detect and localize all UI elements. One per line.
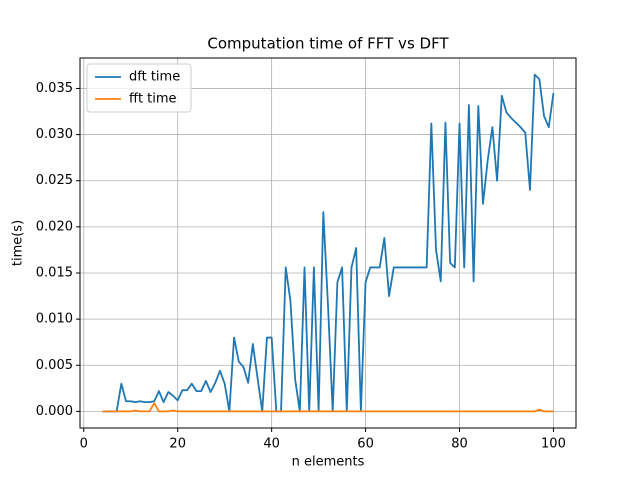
y-tick-label: 0.005 — [36, 358, 73, 373]
y-tick-label: 0.015 — [36, 265, 73, 280]
legend-box — [86, 63, 192, 113]
plot-frame — [79, 57, 577, 429]
y-tick-label: 0.010 — [36, 312, 73, 327]
y-tick-label: 0.020 — [36, 219, 73, 234]
legend-label: fft time — [129, 92, 177, 107]
y-tick-label: 0.030 — [36, 127, 73, 142]
y-axis-label: time(s) — [11, 220, 26, 266]
legend-label: dft time — [129, 70, 180, 85]
x-tick-label: 100 — [541, 437, 566, 452]
x-tick-label: 40 — [263, 437, 280, 452]
x-tick-label: 0 — [80, 437, 88, 452]
chart-title: Computation time of FFT vs DFT — [207, 35, 449, 53]
y-tick-label: 0.000 — [36, 404, 73, 419]
y-tick-label: 0.035 — [36, 81, 73, 96]
y-tick-label: 0.025 — [36, 173, 73, 188]
x-tick-label: 80 — [451, 437, 468, 452]
x-tick-label: 20 — [169, 437, 186, 452]
x-axis-label: n elements — [292, 455, 365, 470]
data-line — [102, 402, 554, 413]
data-line — [102, 73, 555, 413]
x-tick-label: 60 — [357, 437, 374, 452]
